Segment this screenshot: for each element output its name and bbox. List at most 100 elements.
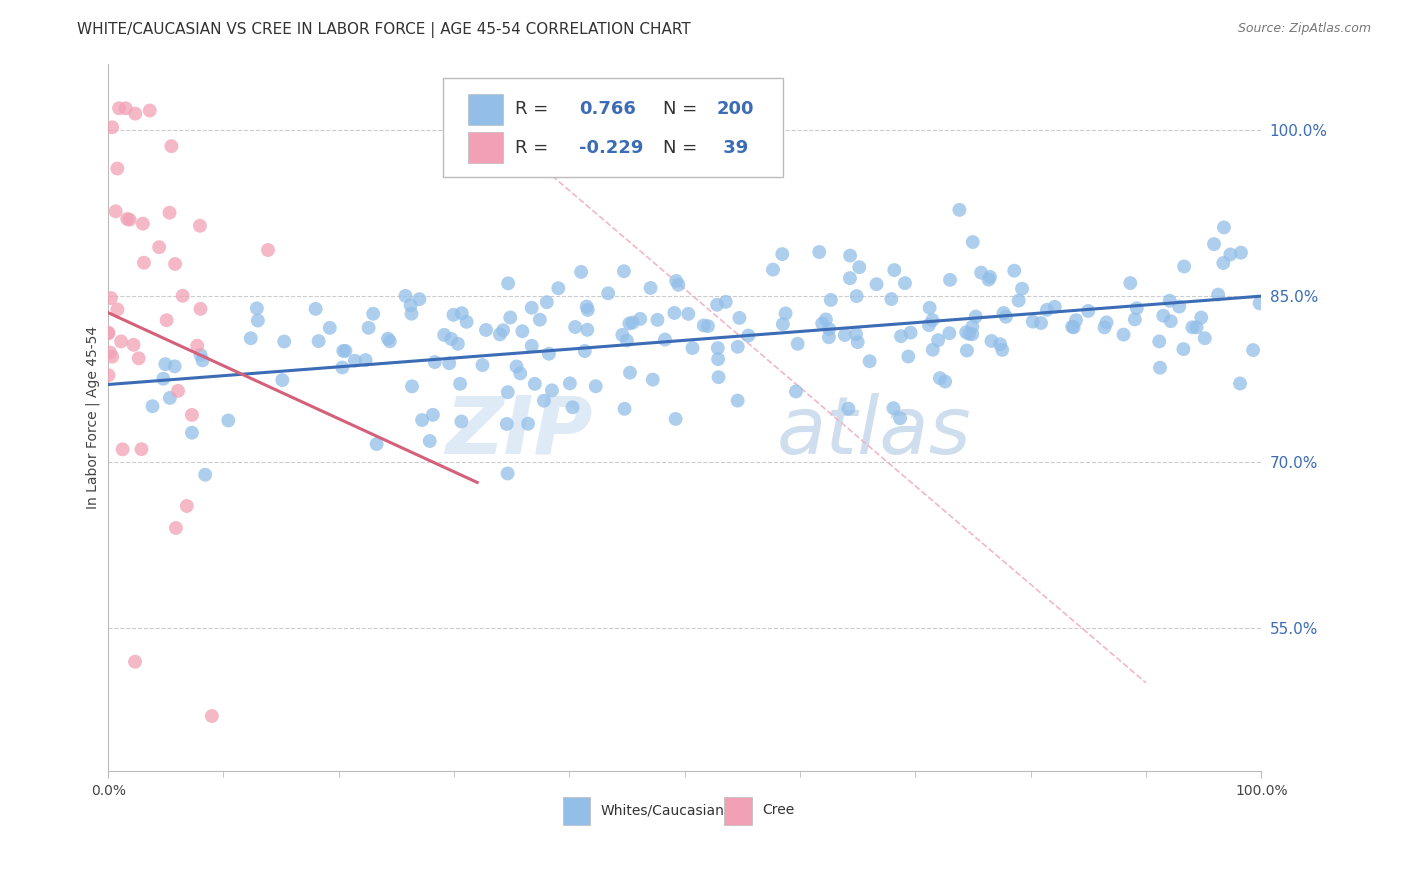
Point bbox=[960, 327, 983, 342]
Point bbox=[834, 328, 856, 343]
Point bbox=[918, 318, 941, 332]
Point bbox=[131, 442, 153, 457]
Point bbox=[988, 337, 1011, 351]
Point bbox=[1249, 296, 1271, 310]
Point bbox=[598, 286, 620, 301]
Point bbox=[335, 343, 357, 358]
Point bbox=[105, 302, 128, 317]
Point bbox=[100, 291, 122, 305]
Point bbox=[772, 317, 794, 331]
Point bbox=[97, 326, 120, 340]
Point bbox=[775, 306, 797, 320]
Point bbox=[354, 353, 377, 368]
Point bbox=[1095, 315, 1118, 329]
Point bbox=[965, 310, 987, 324]
Point bbox=[475, 323, 498, 337]
Point bbox=[697, 319, 720, 334]
Point bbox=[707, 370, 730, 384]
Point bbox=[576, 323, 599, 337]
Point bbox=[422, 408, 444, 422]
Point bbox=[160, 139, 183, 153]
Point bbox=[1029, 316, 1052, 330]
Point bbox=[654, 333, 676, 347]
Point bbox=[132, 217, 155, 231]
Point bbox=[155, 357, 177, 371]
Point bbox=[991, 343, 1014, 357]
Point bbox=[762, 262, 785, 277]
Point bbox=[98, 345, 121, 359]
Point bbox=[727, 393, 749, 408]
Point bbox=[613, 264, 636, 278]
Point bbox=[408, 292, 430, 306]
Point bbox=[921, 343, 943, 357]
Text: N =: N = bbox=[662, 139, 697, 157]
Point bbox=[890, 329, 912, 343]
Text: 39: 39 bbox=[717, 139, 748, 157]
Point bbox=[993, 306, 1015, 320]
Point bbox=[889, 411, 911, 425]
FancyBboxPatch shape bbox=[443, 78, 783, 178]
Point bbox=[450, 415, 472, 429]
Point bbox=[929, 371, 952, 385]
Point bbox=[1168, 300, 1191, 314]
Text: R =: R = bbox=[515, 100, 554, 119]
Point bbox=[962, 235, 984, 249]
Point bbox=[939, 273, 962, 287]
Point bbox=[443, 308, 465, 322]
Point bbox=[246, 313, 269, 327]
Point bbox=[201, 709, 224, 723]
Point bbox=[271, 373, 294, 387]
Point bbox=[165, 257, 187, 271]
Point bbox=[495, 417, 517, 431]
Point bbox=[934, 375, 956, 389]
Point bbox=[447, 336, 470, 351]
Point bbox=[621, 316, 644, 330]
Point bbox=[820, 293, 842, 307]
Point bbox=[440, 332, 463, 346]
Point bbox=[665, 274, 688, 288]
Point bbox=[846, 335, 869, 350]
Point bbox=[1011, 282, 1033, 296]
Point bbox=[612, 327, 634, 342]
Point bbox=[108, 101, 131, 115]
Y-axis label: In Labor Force | Age 45-54: In Labor Force | Age 45-54 bbox=[86, 326, 100, 509]
Point bbox=[411, 413, 433, 427]
Point bbox=[859, 354, 882, 368]
Text: ZIP: ZIP bbox=[446, 392, 592, 471]
Point bbox=[97, 368, 120, 383]
Point bbox=[786, 336, 808, 351]
Point bbox=[132, 256, 155, 270]
Point bbox=[357, 320, 380, 334]
Point bbox=[1202, 237, 1225, 252]
FancyBboxPatch shape bbox=[562, 797, 591, 825]
Point bbox=[647, 313, 669, 327]
Point bbox=[737, 328, 759, 343]
Point bbox=[191, 353, 214, 368]
Point bbox=[188, 219, 211, 233]
Point bbox=[678, 307, 700, 321]
Text: 200: 200 bbox=[717, 100, 755, 119]
Point bbox=[1213, 220, 1236, 235]
Point bbox=[880, 292, 903, 306]
Point bbox=[377, 332, 399, 346]
Point bbox=[330, 360, 353, 375]
Point bbox=[124, 106, 146, 120]
Point bbox=[628, 311, 651, 326]
Point bbox=[619, 366, 641, 380]
Point bbox=[176, 499, 198, 513]
Point bbox=[640, 281, 662, 295]
Point bbox=[1185, 320, 1208, 334]
Point bbox=[848, 260, 870, 275]
Point bbox=[979, 269, 1001, 284]
Point bbox=[1123, 312, 1146, 326]
Point bbox=[770, 247, 793, 261]
Point bbox=[1007, 293, 1029, 308]
Point bbox=[97, 326, 120, 341]
Point bbox=[273, 334, 295, 349]
Text: atlas: atlas bbox=[778, 392, 972, 471]
Point bbox=[190, 348, 212, 362]
Point bbox=[471, 358, 494, 372]
Point bbox=[1229, 376, 1251, 391]
Point bbox=[707, 352, 730, 367]
Point bbox=[1219, 247, 1241, 261]
